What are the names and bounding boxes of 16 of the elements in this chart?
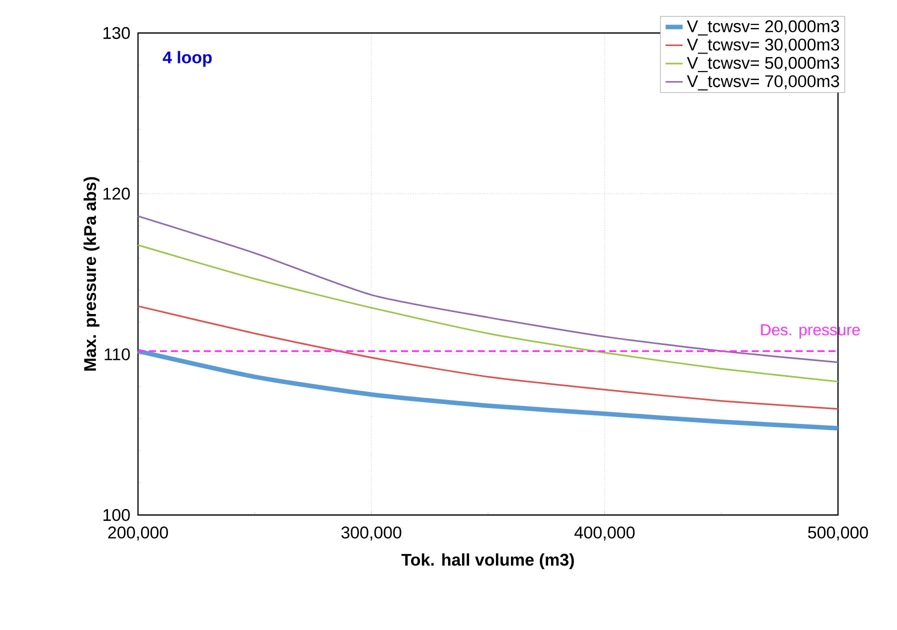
y-tick-label: 130 xyxy=(104,26,130,39)
x-axis-title: Tok. hall volume (m3) xyxy=(401,553,574,570)
x-tick-label: 200,000 xyxy=(108,526,168,540)
legend-label: V_tcwsv= 70,000m3 xyxy=(686,75,840,90)
legend-label: V_tcwsv= 20,000m3 xyxy=(686,20,840,36)
y-tick-label: 110 xyxy=(104,348,130,360)
legend-label: V_tcwsv= 50,000m3 xyxy=(686,56,840,72)
x-tick-label: 400,000 xyxy=(574,526,635,540)
annotation: 4 loop xyxy=(162,50,212,67)
y-tick-label: 100 xyxy=(104,508,130,521)
y-axis-title: Max. pressure (kPa abs) xyxy=(84,177,100,371)
legend-label: V_tcwsv= 30,000m3 xyxy=(686,38,840,54)
y-tick-label: 120 xyxy=(104,188,130,200)
x-tick-label: 500,000 xyxy=(808,526,868,540)
line-series xyxy=(136,348,840,430)
x-tick-label: 300,000 xyxy=(341,526,402,540)
